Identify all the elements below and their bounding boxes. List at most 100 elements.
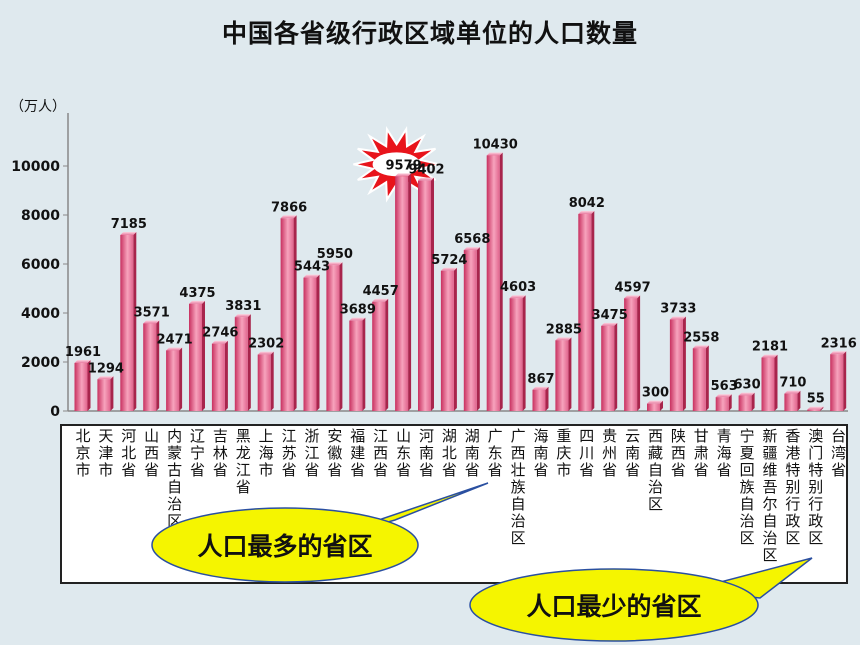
bar bbox=[669, 319, 683, 411]
bar-value-label: 5950 bbox=[317, 247, 353, 262]
bar-top bbox=[509, 295, 526, 299]
bar-side bbox=[316, 274, 320, 411]
category-label: 西藏自治区 bbox=[647, 427, 663, 513]
bar bbox=[555, 340, 569, 411]
bar-top bbox=[303, 274, 320, 278]
bar-side bbox=[797, 390, 801, 411]
bar bbox=[189, 303, 202, 411]
category-label: 湖南省 bbox=[464, 427, 480, 479]
category-label: 青海省 bbox=[716, 427, 732, 479]
category-label: 天津市 bbox=[98, 427, 114, 479]
bars-group bbox=[74, 152, 847, 411]
category-label: 安徽省 bbox=[327, 427, 343, 479]
bar-top bbox=[624, 295, 641, 299]
category-label: 北京市 bbox=[75, 427, 91, 479]
category-label: 辽宁省 bbox=[189, 427, 205, 479]
category-label: 江西省 bbox=[373, 427, 389, 479]
bar-value-label: 4603 bbox=[500, 280, 536, 295]
bar bbox=[97, 379, 111, 411]
bar-side bbox=[522, 295, 526, 411]
bar-top bbox=[395, 173, 412, 177]
bar-side bbox=[385, 298, 389, 411]
category-label: 广东省 bbox=[487, 427, 503, 479]
bar-top bbox=[166, 347, 183, 351]
bar bbox=[211, 343, 225, 411]
bar-value-label: 2746 bbox=[202, 326, 238, 341]
bar-top bbox=[784, 390, 801, 394]
category-label: 陕西省 bbox=[670, 427, 686, 479]
bar-side bbox=[476, 247, 480, 411]
category-label: 内蒙古自治区 bbox=[167, 427, 183, 530]
bar-value-label: 55 bbox=[807, 392, 825, 407]
category-label: 重庆市 bbox=[556, 427, 572, 479]
bar-side bbox=[133, 231, 137, 411]
bar-value-label: 7866 bbox=[271, 200, 307, 215]
bar-side bbox=[751, 392, 755, 411]
bar bbox=[601, 325, 615, 411]
category-label: 浙江省 bbox=[304, 427, 320, 479]
bar-value-label: 5443 bbox=[294, 260, 330, 275]
bar-side bbox=[591, 210, 595, 411]
bar-value-label: 1294 bbox=[88, 361, 124, 376]
bar-side bbox=[843, 351, 847, 411]
bar bbox=[738, 395, 752, 411]
bar-value-label: 9579 bbox=[386, 158, 422, 173]
category-label: 宁夏回族自治区 bbox=[739, 427, 755, 547]
y-tick-label: 4000 bbox=[21, 306, 60, 322]
bar-value-label: 9402 bbox=[408, 163, 444, 178]
bar-side bbox=[156, 320, 160, 411]
category-label: 吉林省 bbox=[212, 427, 228, 479]
bar-side bbox=[499, 152, 503, 411]
bar bbox=[509, 298, 523, 411]
bar-top bbox=[349, 317, 366, 321]
category-label: 福建省 bbox=[350, 427, 366, 479]
bar-side bbox=[293, 215, 297, 411]
bar-value-label: 300 bbox=[642, 386, 669, 401]
category-label: 上海市 bbox=[258, 427, 274, 479]
y-tick-label: 8000 bbox=[21, 208, 60, 224]
bar bbox=[578, 213, 592, 411]
bar-value-label: 4457 bbox=[363, 284, 399, 299]
bar bbox=[463, 250, 477, 411]
bar-side bbox=[820, 406, 824, 411]
bar-top bbox=[761, 354, 778, 358]
bar-top bbox=[143, 320, 160, 324]
category-label: 河北省 bbox=[121, 427, 137, 479]
bar bbox=[280, 218, 294, 411]
bar-side bbox=[728, 394, 732, 411]
bar-side bbox=[774, 354, 778, 411]
bar-value-label: 3733 bbox=[660, 302, 696, 317]
category-label: 山西省 bbox=[144, 427, 160, 479]
category-label: 海南省 bbox=[533, 427, 549, 479]
bar-top bbox=[326, 262, 343, 266]
y-tick-label: 6000 bbox=[21, 257, 60, 273]
bar bbox=[372, 301, 386, 411]
category-label: 贵州省 bbox=[602, 427, 618, 479]
bar-top bbox=[211, 340, 228, 344]
bar-top bbox=[601, 322, 618, 326]
bar bbox=[257, 354, 271, 411]
bar-side bbox=[705, 345, 709, 411]
category-label: 四川省 bbox=[579, 427, 595, 479]
bar bbox=[830, 354, 844, 411]
bar-side bbox=[110, 376, 114, 411]
bar-top bbox=[578, 210, 595, 214]
bar-top bbox=[257, 351, 274, 355]
category-label: 甘肃省 bbox=[693, 427, 709, 479]
chart-title: 中国各省级行政区域单位的人口数量 bbox=[221, 19, 638, 48]
bar-side bbox=[362, 317, 366, 411]
bar-value-label: 1961 bbox=[65, 345, 101, 360]
bar-value-label: 2471 bbox=[157, 332, 193, 347]
bar-side bbox=[568, 337, 572, 411]
bar-top bbox=[418, 177, 434, 181]
bar-value-label: 867 bbox=[527, 372, 554, 387]
bar-side bbox=[545, 386, 549, 411]
bar-top bbox=[189, 300, 205, 304]
bar-value-label: 7185 bbox=[111, 217, 147, 232]
bar bbox=[326, 265, 340, 411]
y-axis-unit-label: （万人） bbox=[10, 99, 66, 115]
category-label: 广西壮族自治区 bbox=[510, 427, 526, 547]
bar-value-label: 3571 bbox=[134, 306, 170, 321]
bar-side bbox=[247, 314, 251, 411]
